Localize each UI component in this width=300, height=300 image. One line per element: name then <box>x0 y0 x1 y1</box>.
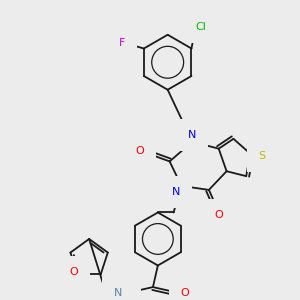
Text: N: N <box>188 130 196 140</box>
Text: N: N <box>172 187 181 197</box>
Text: O: O <box>214 210 223 220</box>
Text: O: O <box>70 267 78 278</box>
Text: S: S <box>258 151 266 160</box>
Text: O: O <box>180 288 189 298</box>
Text: N: N <box>113 288 122 298</box>
Text: Cl: Cl <box>196 22 207 32</box>
Text: H: H <box>124 288 131 298</box>
Text: F: F <box>119 38 125 48</box>
Text: O: O <box>136 146 145 156</box>
